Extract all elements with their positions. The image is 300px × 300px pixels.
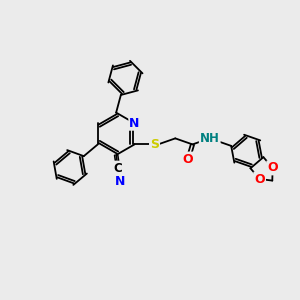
Text: NH: NH [200, 132, 220, 145]
Text: C: C [114, 162, 122, 175]
Text: O: O [183, 153, 194, 166]
Text: O: O [267, 161, 278, 174]
Text: N: N [129, 117, 140, 130]
Text: O: O [254, 172, 265, 185]
Text: S: S [150, 138, 159, 151]
Text: N: N [115, 175, 125, 188]
